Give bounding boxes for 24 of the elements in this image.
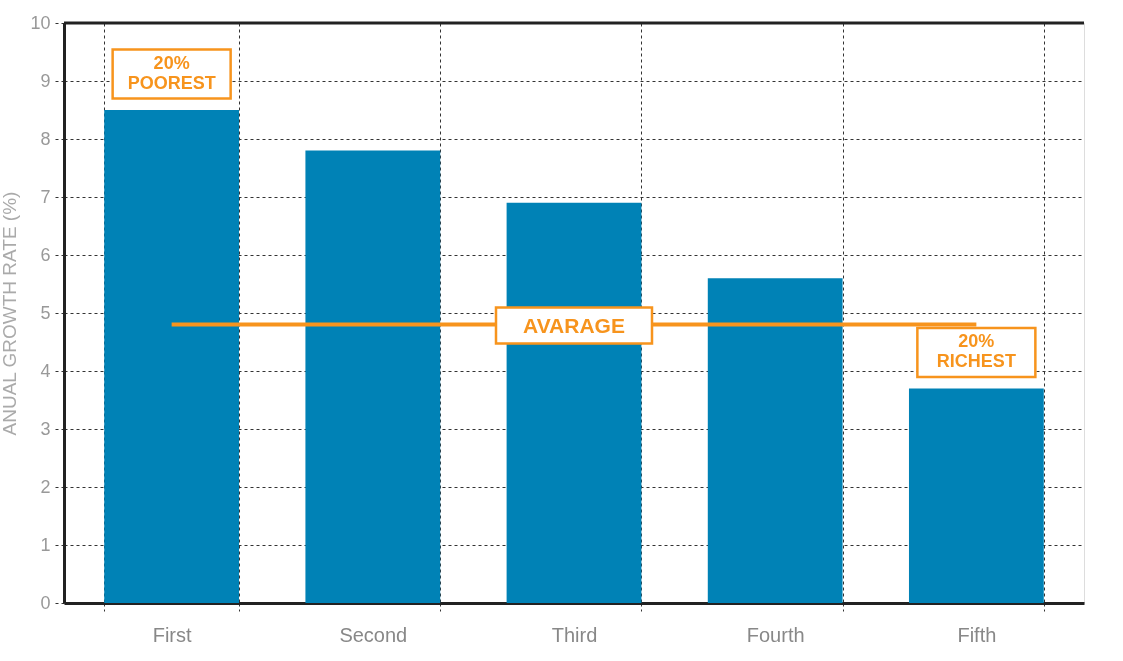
x-tick-label: Fourth [746, 623, 805, 646]
y-tick-label: 5 [40, 302, 51, 323]
y-tick-label: 9 [40, 70, 51, 91]
x-tick-label: Third [551, 623, 598, 646]
y-tick-label: 4 [40, 360, 51, 381]
bar [707, 278, 843, 603]
y-tick-label: 0 [40, 592, 51, 613]
y-tick-label: 2 [40, 476, 51, 497]
bar [908, 388, 1044, 603]
bar [104, 110, 240, 603]
y-tick-label: 3 [40, 418, 51, 439]
x-tick-label: First [152, 623, 193, 646]
y-axis-title: ANUAL GROWTH RATE (%) [0, 191, 21, 436]
y-tick-label: 7 [40, 186, 51, 207]
annotation: 20% RICHEST [936, 331, 1016, 372]
y-tick-label: 10 [30, 12, 51, 33]
x-tick-label: Second [339, 623, 408, 646]
y-tick-label: 8 [40, 128, 51, 149]
annotation: 20% POOREST [127, 53, 216, 93]
y-tick-label: 1 [40, 534, 51, 555]
ref-line-label: AVARAGE [523, 313, 625, 337]
x-tick-label: Fifth [957, 623, 997, 646]
y-tick-label: 6 [40, 244, 51, 265]
bar [305, 150, 441, 603]
